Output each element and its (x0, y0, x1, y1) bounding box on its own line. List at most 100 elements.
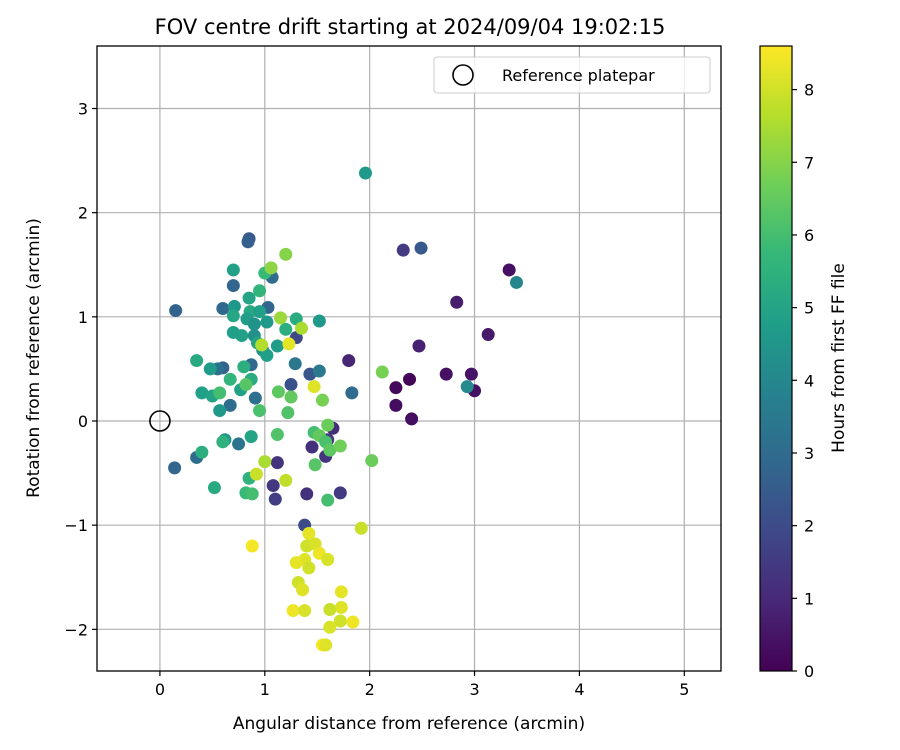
data-point (334, 600, 348, 614)
data-point (464, 367, 478, 381)
data-point (264, 261, 278, 275)
x-tick-label: 3 (469, 680, 479, 699)
data-point (284, 390, 298, 404)
data-point (396, 243, 410, 257)
data-point (213, 404, 227, 418)
data-point (289, 556, 303, 570)
data-point (312, 314, 326, 328)
legend-box (433, 56, 711, 94)
data-point (195, 386, 209, 400)
data-point (216, 435, 230, 449)
legend-label: Reference platepar (502, 66, 655, 85)
data-point (342, 354, 356, 368)
data-point (414, 241, 428, 255)
data-point (312, 364, 326, 378)
data-point (241, 235, 255, 249)
data-points (168, 166, 523, 652)
data-point (244, 430, 258, 444)
x-tick-label: 4 (574, 680, 584, 699)
data-point (282, 337, 296, 351)
colorbar-tick-label: 1 (804, 589, 814, 608)
data-point (300, 487, 314, 501)
data-point (321, 418, 335, 432)
x-axis-ticks: 0 1 2 3 4 5 (155, 671, 689, 699)
data-point (258, 455, 272, 469)
data-point (255, 338, 269, 352)
data-point (389, 398, 403, 412)
colorbar-ticks: 0 1 2 3 4 5 6 7 8 (792, 81, 814, 681)
data-point (321, 493, 335, 507)
data-point (248, 391, 262, 405)
data-point (253, 305, 267, 319)
y-tick-label: 1 (78, 308, 88, 327)
data-point (389, 381, 403, 395)
data-point (346, 615, 360, 629)
y-axis-ticks: −2 −1 0 1 2 3 (64, 100, 97, 639)
data-point (279, 322, 293, 336)
chart-title: FOV centre drift starting at 2024/09/04 … (155, 15, 666, 39)
colorbar-tick-label: 7 (804, 153, 814, 172)
data-point (405, 412, 419, 426)
y-tick-label: 3 (78, 100, 88, 119)
y-axis-label: Rotation from reference (arcmin) (24, 218, 44, 498)
data-point (315, 393, 329, 407)
data-point (213, 386, 227, 400)
data-point (203, 362, 217, 376)
data-point (333, 439, 347, 453)
data-point (270, 456, 284, 470)
data-point (288, 357, 302, 371)
data-point (321, 553, 335, 567)
data-point (334, 585, 348, 599)
data-point (232, 437, 246, 451)
data-point (450, 295, 464, 309)
data-point (226, 309, 240, 323)
data-point (333, 486, 347, 500)
colorbar-tick-label: 4 (804, 371, 814, 390)
data-point (279, 473, 293, 487)
colorbar-tick-label: 2 (804, 517, 814, 536)
data-point (223, 398, 237, 412)
data-point (270, 339, 284, 353)
data-point (249, 467, 263, 481)
x-tick-label: 1 (260, 680, 270, 699)
data-point (223, 372, 237, 386)
y-tick-label: −1 (64, 516, 88, 535)
data-point (195, 445, 209, 459)
colorbar-tick-label: 0 (804, 662, 814, 681)
colorbar-tick-label: 6 (804, 226, 814, 245)
data-point (226, 263, 240, 277)
data-point (298, 604, 312, 618)
data-point (502, 263, 516, 277)
data-point (295, 321, 309, 335)
data-point (253, 404, 267, 418)
data-point (237, 360, 251, 374)
data-point (242, 291, 256, 305)
data-point (245, 487, 259, 501)
data-point (412, 339, 426, 353)
reference-platepar-marker (149, 410, 171, 432)
data-point (296, 583, 310, 597)
legend: Reference platepar (433, 56, 711, 94)
data-point (354, 521, 368, 535)
data-point (227, 299, 241, 313)
data-point (333, 614, 347, 628)
colorbar-tick-label: 5 (804, 299, 814, 318)
data-point (286, 604, 300, 618)
colorbar-tick-label: 3 (804, 444, 814, 463)
data-point (239, 378, 253, 392)
data-point (281, 406, 295, 420)
data-point (460, 380, 474, 394)
data-point (319, 638, 333, 652)
data-point (284, 378, 298, 392)
y-tick-label: 2 (78, 204, 88, 223)
data-point (216, 302, 230, 315)
data-point (253, 284, 267, 298)
data-point (266, 479, 280, 493)
data-point (308, 458, 322, 472)
y-tick-label: −2 (64, 620, 88, 639)
data-point (245, 539, 259, 553)
legend-marker-icon (452, 64, 474, 86)
data-point (365, 454, 379, 468)
data-point (207, 481, 221, 495)
data-point (305, 440, 319, 454)
